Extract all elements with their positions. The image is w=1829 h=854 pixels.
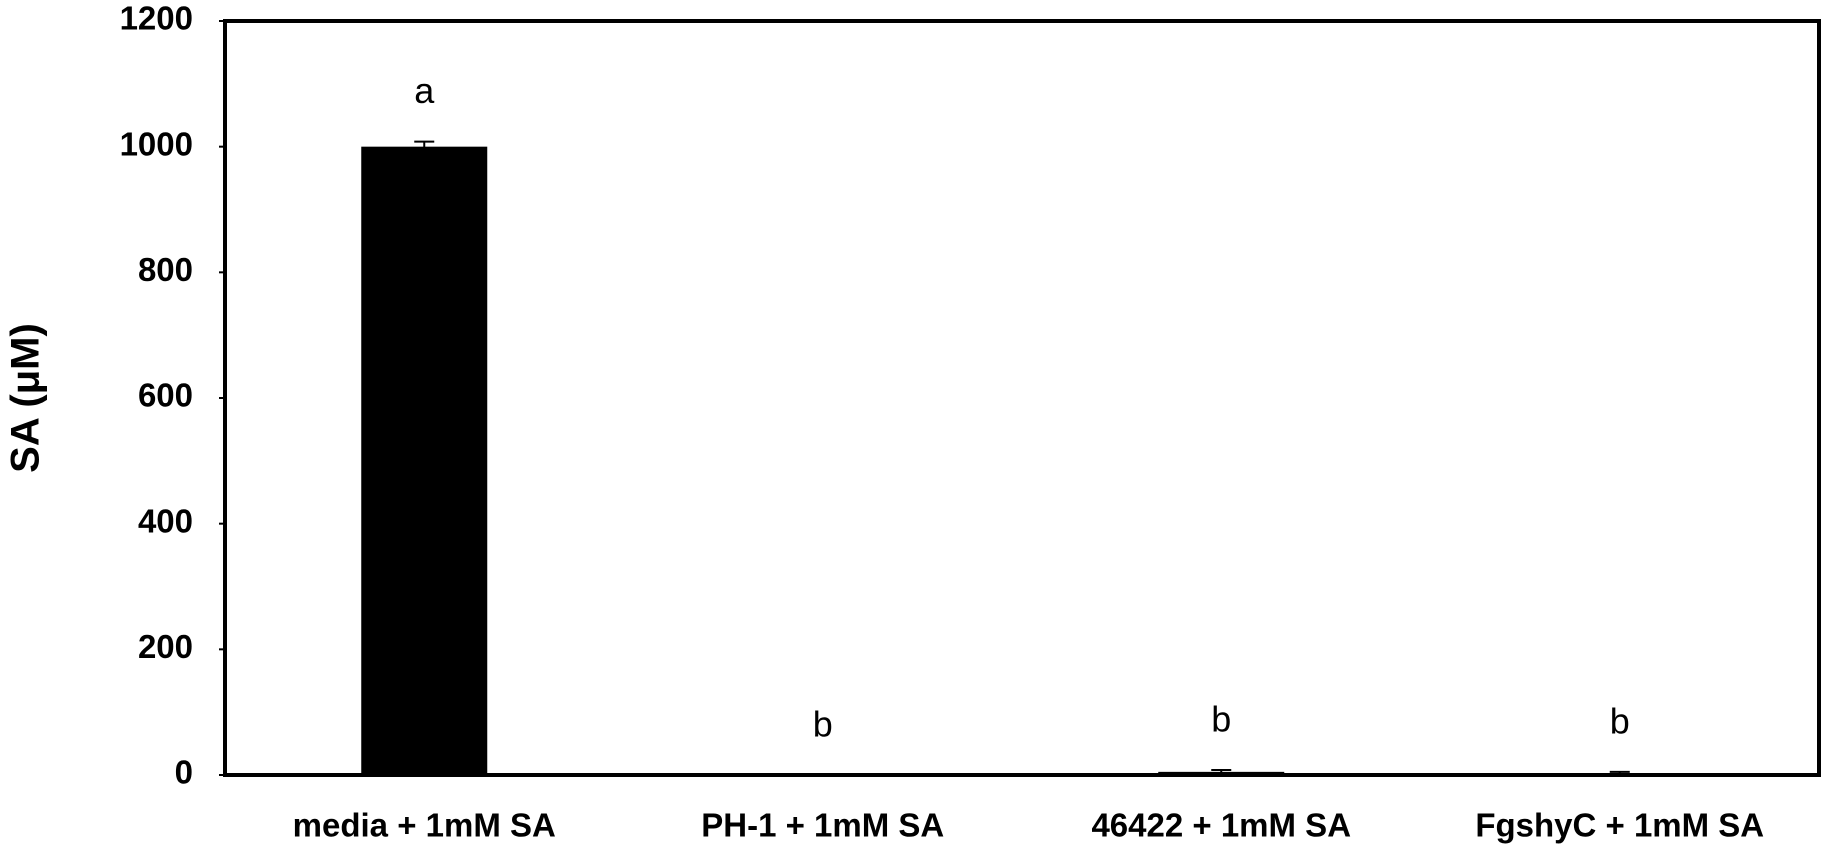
x-tick-label: media + 1mM SA (293, 807, 556, 844)
y-tick-label: 600 (138, 377, 193, 414)
annotation: b (1211, 698, 1231, 739)
x-tick-label: 46422 + 1mM SA (1091, 807, 1351, 844)
y-tick-label: 800 (138, 251, 193, 288)
y-axis-title: SA (μM) (4, 323, 48, 473)
y-tick-label: 1200 (120, 0, 193, 37)
bar (361, 146, 488, 775)
annotation: a (414, 70, 435, 111)
annotation: b (813, 704, 833, 745)
y-tick-label: 200 (138, 628, 193, 665)
annotation: b (1610, 700, 1630, 741)
error-bar (1211, 768, 1232, 774)
x-tick-label: FgshyC + 1mM SA (1475, 807, 1764, 844)
error-bar (414, 140, 435, 152)
y-tick-label: 0 (175, 754, 193, 791)
y-tick-label: 1000 (120, 125, 193, 162)
error-bar (1609, 770, 1630, 775)
y-tick-label: 400 (138, 502, 193, 539)
x-tick-label: PH-1 + 1mM SA (701, 807, 944, 844)
